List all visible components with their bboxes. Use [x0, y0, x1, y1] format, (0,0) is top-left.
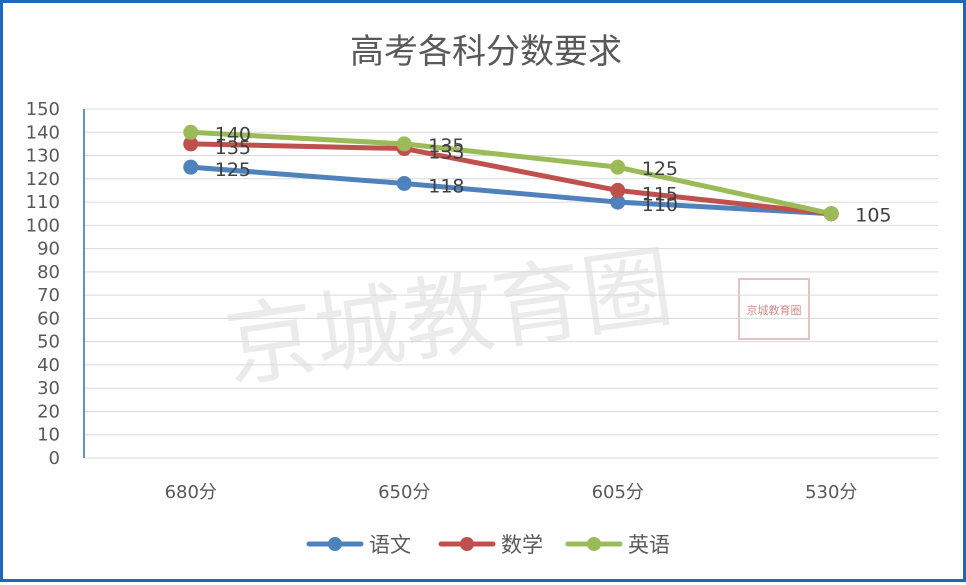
y-tick-label: 90 [37, 239, 60, 260]
data-label: 133 [428, 142, 464, 164]
data-point [610, 159, 626, 175]
data-point [183, 159, 199, 175]
legend-label: 数学 [501, 533, 543, 557]
y-tick-label: 0 [49, 448, 60, 469]
watermark-group: 京城教育圈 京城教育圈 [219, 234, 810, 401]
data-point [396, 175, 412, 191]
series-line [188, 164, 834, 217]
data-label: 118 [428, 175, 464, 197]
data-label: 110 [642, 194, 678, 216]
series-line [188, 141, 834, 217]
grid-group [84, 108, 938, 459]
data-point [183, 124, 199, 140]
data-label: 105 [855, 205, 891, 227]
x-tick-label: 680分 [165, 482, 217, 503]
series-lines-group [188, 129, 834, 217]
legend-marker [460, 537, 474, 551]
data-label: 135 [428, 135, 464, 157]
y-tick-label: 150 [26, 99, 60, 120]
y-tick-label: 70 [37, 285, 60, 306]
y-tick-label: 10 [37, 425, 60, 446]
x-tick-label: 530分 [805, 482, 857, 503]
y-tick-label: 100 [26, 215, 60, 236]
watermark-seal: 京城教育圈 [738, 278, 810, 340]
series-line [188, 129, 834, 217]
y-tick-label: 30 [37, 378, 60, 399]
y-tick-label: 20 [37, 401, 60, 422]
data-point [396, 136, 412, 152]
series-points-group [183, 124, 839, 222]
data-label: 140 [215, 123, 251, 145]
x-tick-label: 605分 [592, 482, 644, 503]
chart-title: 高考各科分数要求 [350, 32, 622, 72]
y-tick-label: 130 [26, 146, 60, 167]
x-tick-label: 650分 [378, 482, 430, 503]
y-tick-label: 120 [26, 169, 60, 190]
y-tick-label: 110 [26, 192, 60, 213]
legend-marker [587, 537, 601, 551]
x-axis-group: 680分 650分 605分 530分 [165, 482, 858, 503]
data-point [823, 206, 839, 222]
y-tick-label: 40 [37, 355, 60, 376]
y-tick-label: 140 [26, 122, 60, 143]
watermark-text: 京城教育圈 [219, 234, 679, 401]
y-tick-label: 80 [37, 262, 60, 283]
data-point [610, 182, 626, 198]
data-label: 115 [642, 183, 678, 205]
legend-marker [328, 537, 342, 551]
legend: 语文 数学 英语 [306, 533, 670, 557]
y-tick-label: 50 [37, 332, 60, 353]
legend-label: 英语 [628, 533, 670, 557]
watermark-seal-text: 京城教育圈 [747, 303, 802, 317]
y-tick-label: 60 [37, 308, 60, 329]
data-label: 125 [642, 158, 678, 180]
data-label: 135 [215, 137, 251, 159]
legend-label: 语文 [369, 533, 411, 557]
data-label: 125 [215, 159, 251, 181]
